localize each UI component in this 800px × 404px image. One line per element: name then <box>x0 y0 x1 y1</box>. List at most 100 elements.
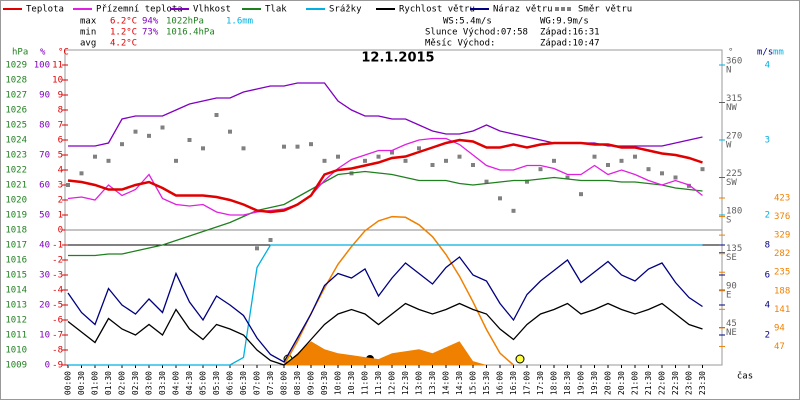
legend-label: Vlhkost <box>193 5 231 15</box>
y-tick-label: 90 <box>39 91 50 101</box>
y-tick-label: 1019 <box>5 211 27 221</box>
stat-value: 73% <box>142 28 159 38</box>
stat-value: 1016.4hPa <box>166 28 215 38</box>
x-axis-label: čas <box>737 371 753 382</box>
direction-point <box>633 154 637 159</box>
x-tick-label: 16:00 <box>496 371 505 395</box>
direction-point <box>498 196 502 201</box>
y-tick-label: 1015 <box>5 271 27 281</box>
axis-title: °C <box>58 48 69 58</box>
y-tick-label: 1017 <box>5 241 27 251</box>
direction-point <box>417 146 421 151</box>
x-tick-label: 14:30 <box>455 371 464 395</box>
y-tick-label: -6 <box>52 316 63 326</box>
radiation-area <box>68 341 703 365</box>
x-tick-label: 21:30 <box>644 371 653 395</box>
axis-title: m/s <box>757 48 773 58</box>
y-tick-label: 11 <box>52 61 63 71</box>
direction-point <box>673 175 678 180</box>
y-tick-label: -7 <box>52 331 63 341</box>
y-tick-label: 50 <box>39 211 50 221</box>
direction-point <box>687 183 691 188</box>
x-tick-label: 11:30 <box>374 371 383 395</box>
y-tick-label: 360 <box>726 57 742 67</box>
direction-point <box>268 238 273 242</box>
direction-point <box>147 133 151 138</box>
y-tick-label: 6 <box>765 271 770 281</box>
x-tick-label: 22:00 <box>658 371 667 395</box>
y-tick-label: 282 <box>774 249 790 259</box>
y-tick-label: 0 <box>58 226 63 236</box>
direction-point <box>363 158 367 163</box>
x-tick-label: 16:30 <box>509 371 518 395</box>
x-tick-label: 01:00 <box>91 371 100 395</box>
series-line <box>67 302 703 366</box>
x-tick-label: 18:00 <box>550 371 559 395</box>
direction-point <box>579 192 583 197</box>
x-tick-label: 00:30 <box>77 371 86 395</box>
compass-label: N <box>726 66 731 76</box>
y-tick-label: 3 <box>765 136 770 146</box>
y-tick-label: 2 <box>58 196 63 206</box>
series-line <box>67 137 703 216</box>
x-tick-label: 12:30 <box>401 371 410 395</box>
y-tick-label: 100 <box>34 61 50 71</box>
direction-point <box>430 163 435 167</box>
x-tick-label: 03:30 <box>158 371 167 395</box>
direction-point <box>241 146 246 151</box>
stat-label: avg <box>80 39 96 49</box>
info-text: Západ:16:31 <box>540 28 600 38</box>
direction-point <box>646 167 651 172</box>
y-tick-label: 45 <box>726 319 737 329</box>
info-text: WS:5.4m/s <box>443 17 492 27</box>
x-tick-label: 04:00 <box>172 371 181 395</box>
legend-label: Tlak <box>265 5 287 15</box>
y-tick-label: 70 <box>39 151 50 161</box>
y-tick-label: 94 <box>774 323 785 333</box>
direction-point <box>187 138 192 142</box>
compass-label: NW <box>726 103 737 113</box>
direction-point <box>322 158 327 163</box>
y-tick-label: 7 <box>58 121 63 131</box>
direction-point <box>93 154 97 159</box>
y-tick-label: 235 <box>774 268 790 278</box>
compass-label: S <box>726 216 731 226</box>
stat-value: 1.6mm <box>226 17 253 27</box>
stat-value: 6.2°C <box>110 17 137 27</box>
direction-point <box>619 158 624 163</box>
legend-label: Rychlost větru <box>399 5 475 15</box>
direction-point <box>444 158 448 163</box>
x-tick-label: 11:00 <box>361 371 370 395</box>
y-tick-label: 1009 <box>5 361 27 371</box>
series-line <box>68 170 703 257</box>
direction-point <box>552 158 556 163</box>
direction-point <box>214 113 219 117</box>
y-tick-label: 329 <box>774 231 790 241</box>
y-tick-label: 1021 <box>5 181 27 191</box>
y-tick-label: 1024 <box>5 136 27 146</box>
direction-point <box>592 154 597 159</box>
series-line <box>67 138 703 214</box>
y-tick-label: 135 <box>726 244 742 254</box>
legend-label: Náraz větru <box>493 5 553 15</box>
x-tick-label: 21:00 <box>631 371 640 395</box>
y-tick-label: 4 <box>58 166 63 176</box>
legend-label: Přízemní teplota <box>96 5 183 15</box>
x-tick-label: 12:00 <box>388 371 397 395</box>
compass-label: NE <box>726 328 737 338</box>
direction-point <box>471 163 475 167</box>
x-tick-label: 17:30 <box>536 371 545 395</box>
x-tick-label: 15:00 <box>469 371 478 395</box>
y-tick-label: 188 <box>774 286 790 296</box>
y-tick-label: 5 <box>58 151 63 161</box>
y-tick-label: 20 <box>39 301 50 311</box>
direction-point <box>403 158 408 163</box>
direction-point <box>66 183 70 187</box>
x-tick-label: 13:30 <box>428 371 437 395</box>
y-tick-label: 2 <box>765 211 770 221</box>
direction-point <box>228 129 232 134</box>
axis-title: ° <box>728 48 733 58</box>
y-tick-label: 1022 <box>5 166 27 176</box>
y-tick-label: 1028 <box>5 76 27 86</box>
